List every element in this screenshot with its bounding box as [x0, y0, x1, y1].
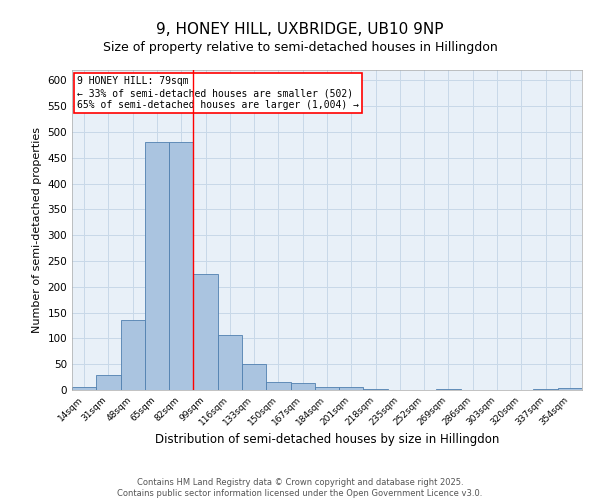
Bar: [266, 382, 290, 390]
Bar: [242, 364, 266, 390]
Bar: [169, 142, 193, 390]
Bar: [315, 388, 339, 390]
Bar: [339, 388, 364, 390]
Bar: [533, 389, 558, 390]
Text: Contains HM Land Registry data © Crown copyright and database right 2025.
Contai: Contains HM Land Registry data © Crown c…: [118, 478, 482, 498]
Bar: [72, 388, 96, 390]
Bar: [558, 388, 582, 390]
Bar: [364, 389, 388, 390]
Bar: [218, 335, 242, 390]
X-axis label: Distribution of semi-detached houses by size in Hillingdon: Distribution of semi-detached houses by …: [155, 432, 499, 446]
Text: 9 HONEY HILL: 79sqm
← 33% of semi-detached houses are smaller (502)
65% of semi-: 9 HONEY HILL: 79sqm ← 33% of semi-detach…: [77, 76, 359, 110]
Text: 9, HONEY HILL, UXBRIDGE, UB10 9NP: 9, HONEY HILL, UXBRIDGE, UB10 9NP: [156, 22, 444, 38]
Bar: [436, 389, 461, 390]
Bar: [193, 274, 218, 390]
Bar: [121, 320, 145, 390]
Y-axis label: Number of semi-detached properties: Number of semi-detached properties: [32, 127, 42, 333]
Bar: [290, 383, 315, 390]
Bar: [96, 375, 121, 390]
Text: Size of property relative to semi-detached houses in Hillingdon: Size of property relative to semi-detach…: [103, 41, 497, 54]
Bar: [145, 142, 169, 390]
